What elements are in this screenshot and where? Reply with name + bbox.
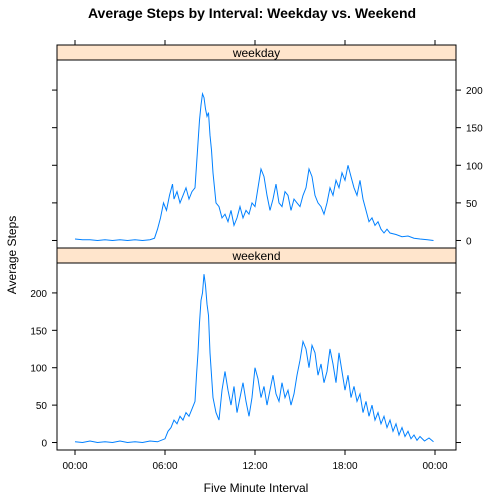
plot-area: weekday 0 50 100 150 200 weekend 0 50 100 150 200 00… [30, 40, 483, 472]
y-axis-label: Average Steps [5, 216, 19, 295]
series-line-weekend [74, 274, 434, 444]
x-tick-label: 06:00 [152, 461, 177, 472]
y-tick-label: 50 [466, 199, 478, 210]
chart-title: Average Steps by Interval: Weekday vs. W… [88, 5, 416, 21]
y-tick-label: 150 [30, 326, 47, 337]
y-tick-label: 200 [30, 289, 47, 300]
y-tick-label: 100 [30, 364, 47, 375]
y-tick-label: 100 [466, 161, 483, 172]
x-tick-label: 00:00 [422, 461, 447, 472]
panel-frame-weekend [56, 262, 457, 451]
panel-frame-weekday [56, 59, 457, 249]
y-tick-label: 0 [41, 439, 47, 450]
y-tick-label: 0 [466, 236, 472, 247]
series-line-weekday [74, 91, 434, 242]
strip-label-weekday: weekday [232, 46, 280, 60]
strip-label-weekend: weekend [231, 249, 280, 263]
x-tick-label: 12:00 [242, 461, 267, 472]
y-tick-label: 150 [466, 124, 483, 135]
x-tick-label: 00:00 [62, 461, 87, 472]
y-tick-label: 50 [36, 401, 48, 412]
x-axis-label: Five Minute Interval [204, 481, 309, 495]
x-tick-label: 18:00 [332, 461, 357, 472]
y-tick-label: 200 [466, 86, 483, 97]
